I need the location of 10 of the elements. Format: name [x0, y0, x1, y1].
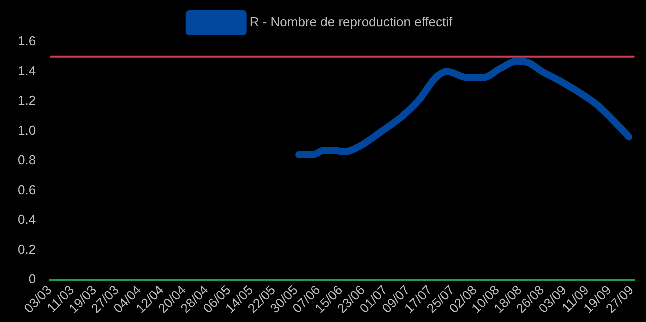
y-tick-label: 0 — [28, 272, 36, 287]
y-tick-label: 0.6 — [18, 182, 36, 198]
y-tick-label: 0.2 — [18, 242, 36, 257]
y-tick-label: 1.6 — [18, 34, 36, 49]
y-tick-label: 0.4 — [18, 212, 36, 228]
y-tick-label: 1.4 — [18, 63, 36, 78]
y-tick-label: 1.2 — [18, 93, 36, 108]
y-tick-label: 1.0 — [18, 122, 36, 138]
legend-label: R - Nombre de reproduction effectif — [250, 14, 454, 30]
y-tick-label: 0.8 — [18, 152, 36, 168]
